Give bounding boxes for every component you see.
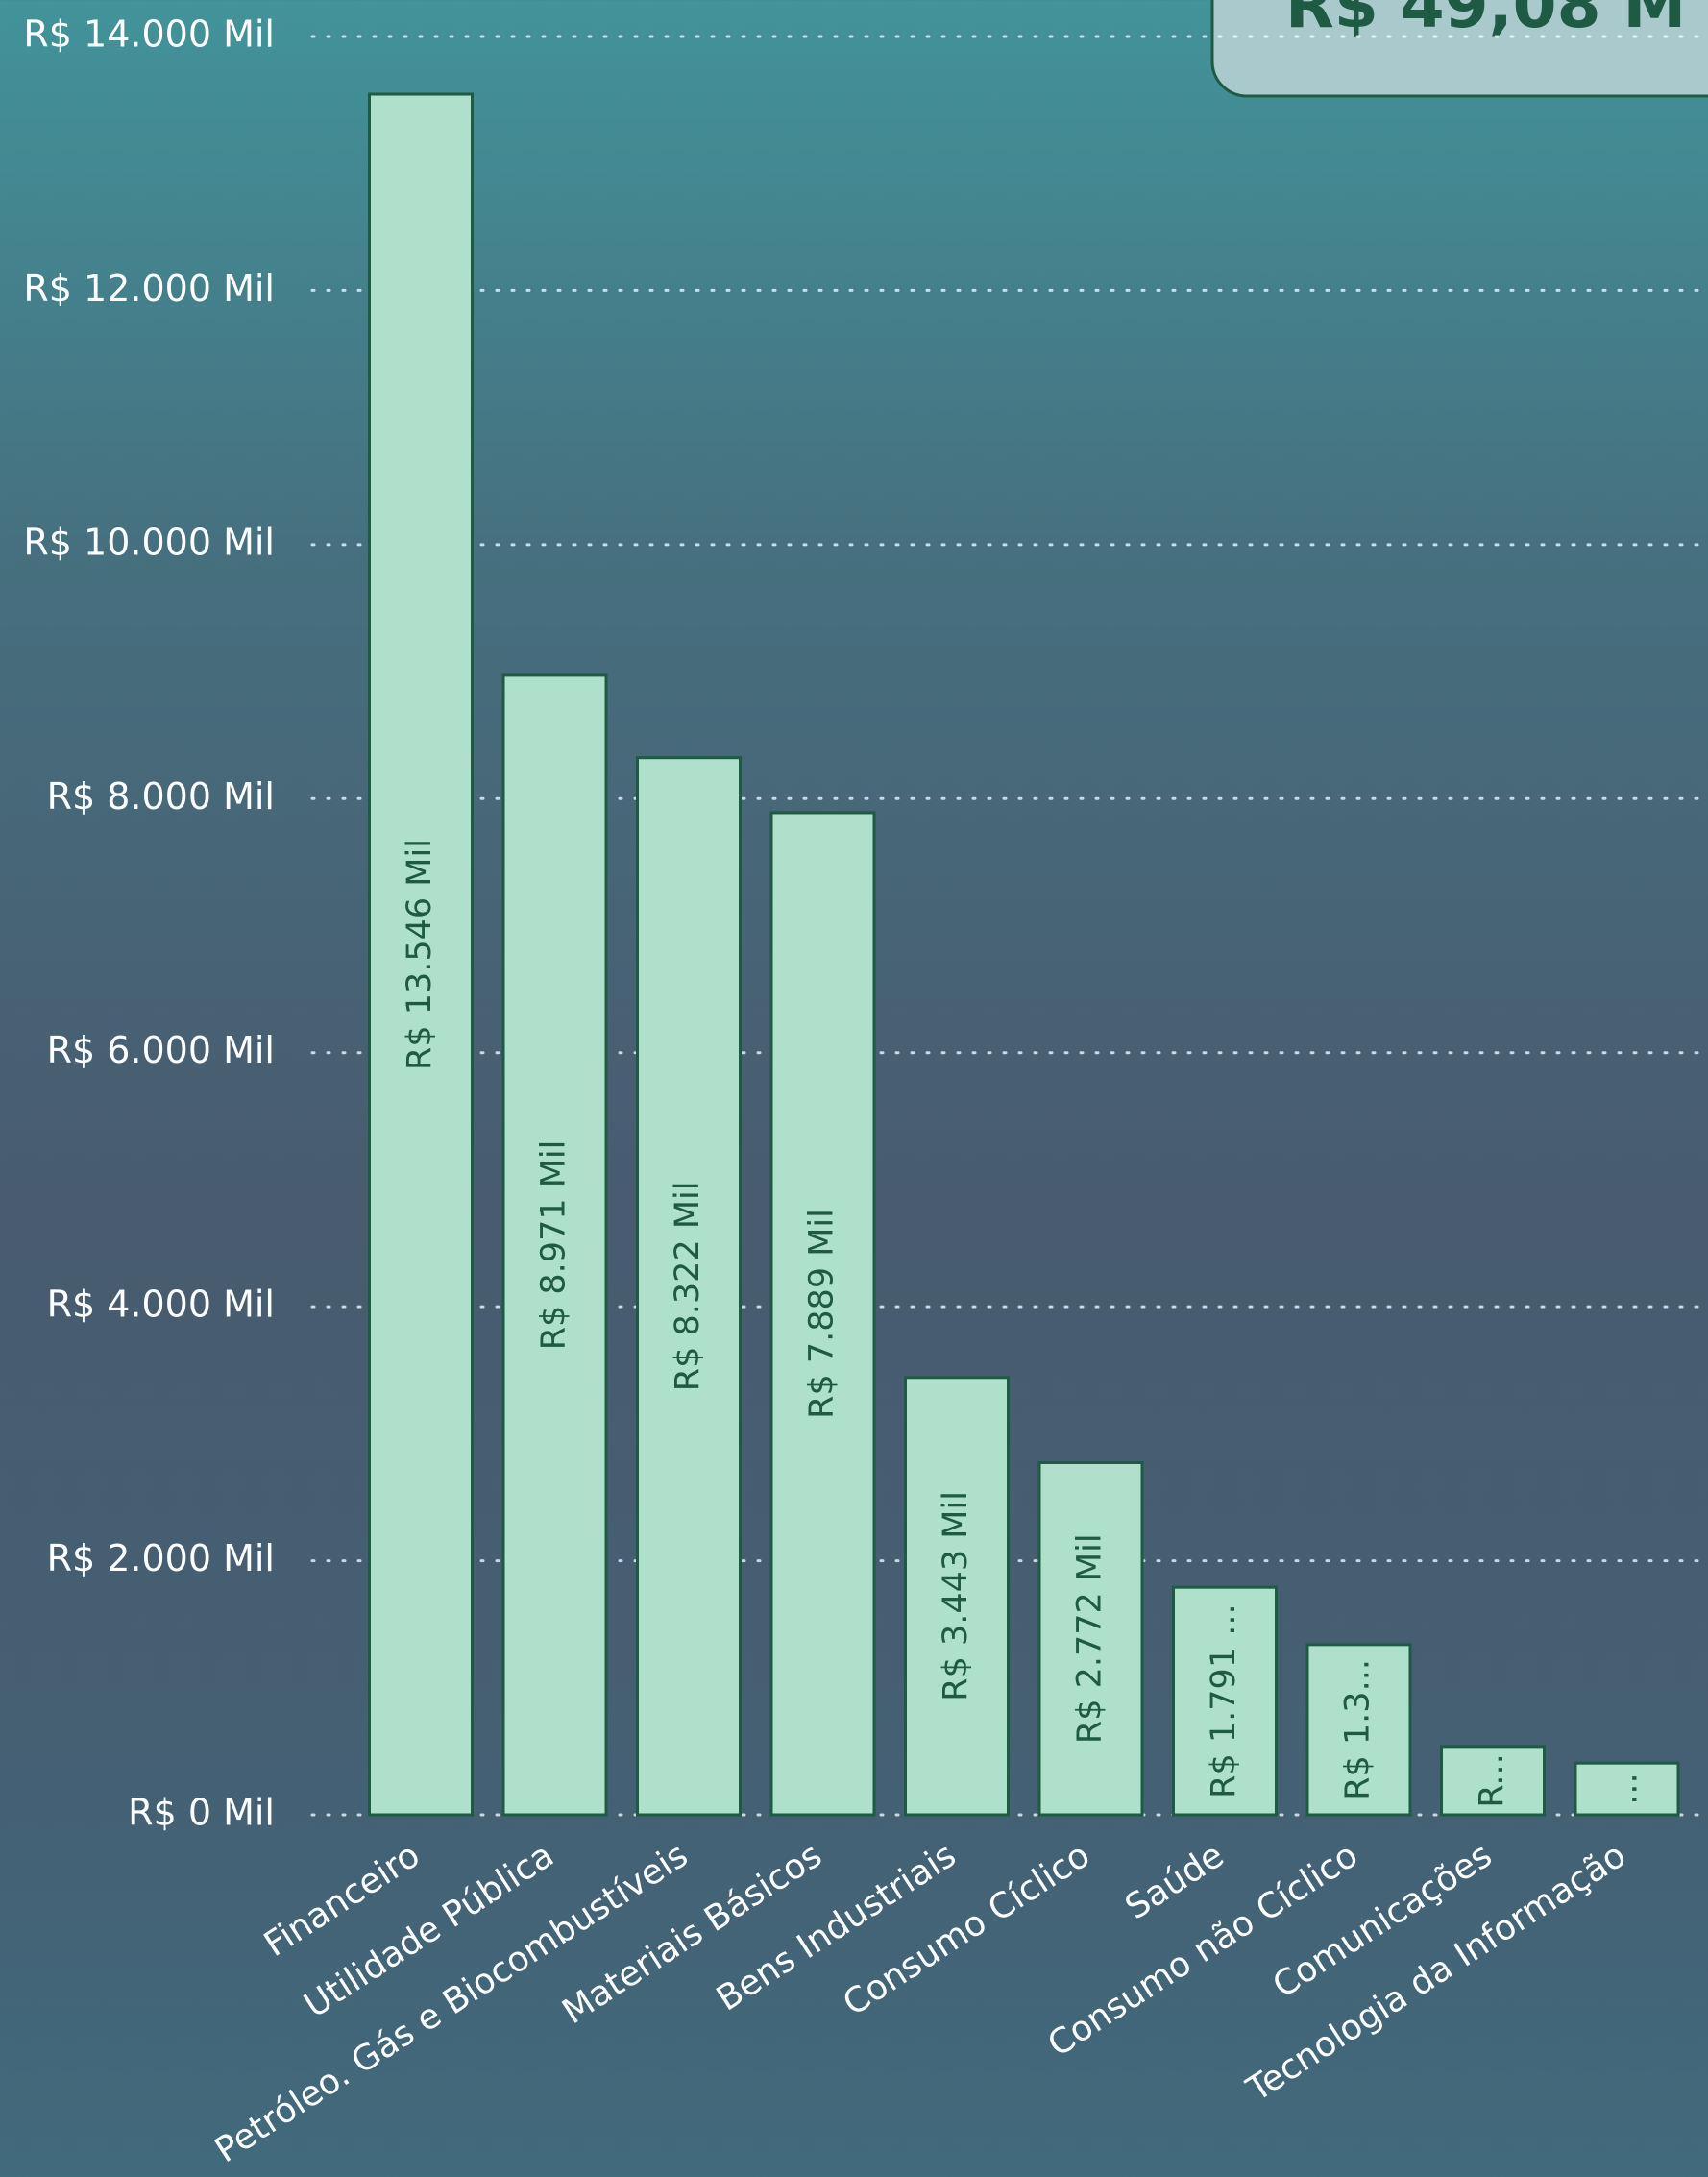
y-tick-label: R$ 12.000 Mil [23,267,275,309]
x-tick-label: Petróleo. Gás e Biocombustíveis [208,1836,695,2171]
y-tick-label: R$ 4.000 Mil [47,1284,275,1326]
bar [636,756,742,1817]
card-value: R$ 49,08 M [1285,0,1686,42]
card-box [1210,0,1708,98]
bar [1440,1745,1546,1817]
y-tick-label: R$ 0 Mil [128,1792,275,1834]
value-label: R$ 7.889 Mil [803,1209,842,1419]
value-label: R$ 13.546 Mil [401,839,439,1070]
x-tick-label: Comunicações [1266,1836,1499,2006]
value-label: R$ 3.443 Mil [937,1491,975,1701]
x-tick-label: Saúde [1118,1836,1231,1928]
bar [1305,1643,1412,1817]
value-label: R$ 1.3... [1339,1659,1378,1800]
bar [904,1376,1010,1817]
value-label: R... [1473,1753,1511,1807]
bar [501,673,608,1817]
value-label: R$ 8.322 Mil [669,1182,707,1392]
x-tick-label: Consumo Cíclico [837,1836,1097,2024]
bar [1574,1761,1680,1817]
value-label: R$ 1.791 ... [1205,1603,1243,1798]
kpi-card: R$ 49,08 M [1210,0,1708,98]
value-label: R$ 2.772 Mil [1071,1533,1110,1744]
plot: R$ 0 Mil R$ 2.000 Mil R$ 4.000 Mil R$ 6.000… [23,13,1708,2171]
y-tick-label: R$ 2.000 Mil [47,1537,275,1579]
bar [769,811,876,1817]
value-label: ... [1607,1773,1646,1804]
y-tick-label: R$ 14.000 Mil [23,13,275,56]
y-tick-label: R$ 8.000 Mil [47,775,275,818]
y-tick-label: R$ 6.000 Mil [47,1029,275,1071]
bar [1037,1461,1144,1817]
bar [1172,1585,1278,1817]
value-label: R$ 8.971 Mil [535,1140,573,1351]
bar [368,92,474,1817]
y-tick-label: R$ 10.000 Mil [23,521,275,563]
